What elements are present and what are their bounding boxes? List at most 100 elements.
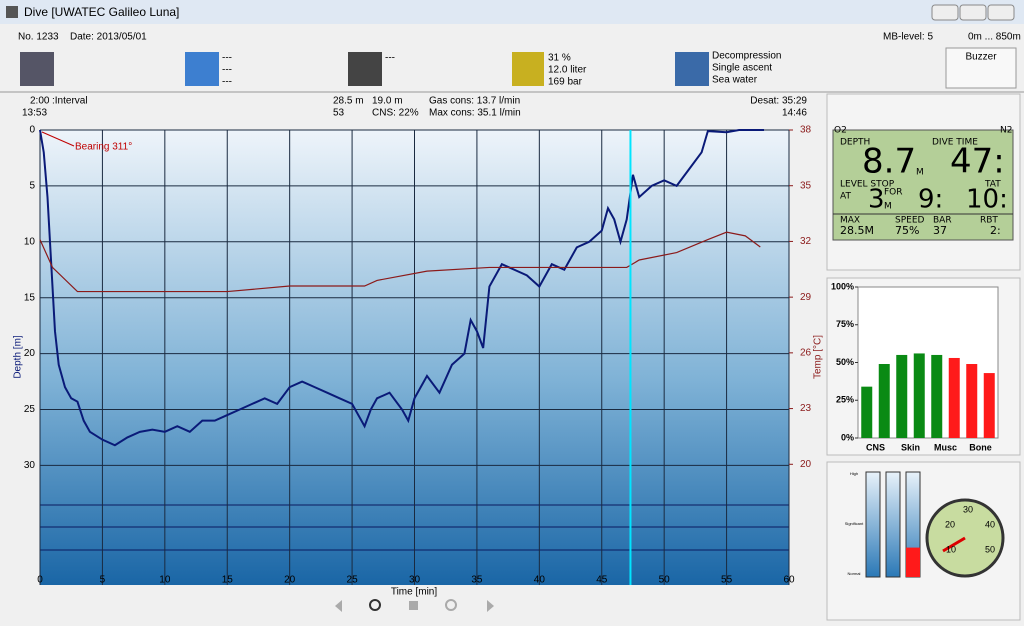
x-tick-label: 40 bbox=[534, 575, 546, 586]
series-line bbox=[39, 129, 765, 447]
x-tick-label: 35 bbox=[471, 575, 483, 586]
buddy-icon[interactable] bbox=[20, 52, 54, 86]
lcd-label: AT bbox=[840, 192, 851, 202]
lcd-label: M bbox=[884, 202, 892, 212]
dial-label: 40 bbox=[985, 519, 995, 529]
dive-type-icon[interactable] bbox=[675, 52, 709, 86]
x-tick-label: 45 bbox=[596, 575, 608, 586]
tank-line: 12.0 liter bbox=[548, 65, 587, 76]
gauge-level-label: High bbox=[850, 471, 858, 476]
max-cons: Max cons: 35.1 l/min bbox=[429, 108, 521, 119]
y-tick-label: 30 bbox=[24, 460, 36, 471]
buzzer-box[interactable] bbox=[945, 47, 1017, 89]
bar bbox=[983, 373, 995, 438]
next-button[interactable] bbox=[487, 600, 494, 612]
lcd-n2: N2 bbox=[1000, 126, 1012, 136]
dial-label: 50 bbox=[985, 544, 995, 554]
y-tick-label: 15 bbox=[24, 292, 36, 303]
lcd-label: SPEED bbox=[895, 216, 925, 226]
x-axis-label: Time [min] bbox=[391, 587, 438, 598]
x-tick-label: 20 bbox=[284, 575, 296, 586]
gauge-level-label: Normal bbox=[848, 571, 861, 576]
gauge-tube bbox=[885, 471, 901, 578]
stop-button[interactable] bbox=[409, 601, 418, 610]
y-tick-label: 0% bbox=[841, 432, 854, 442]
lcd-rbt: 2: bbox=[990, 224, 1001, 237]
camera-icon[interactable] bbox=[348, 52, 382, 86]
maximize-button[interactable] bbox=[959, 4, 987, 21]
y-tick-label: 100% bbox=[831, 281, 854, 291]
tile1-line: --- bbox=[222, 53, 232, 64]
y2-tick-label: 26 bbox=[800, 347, 812, 358]
y-tick-label: 0 bbox=[29, 125, 35, 136]
series-line bbox=[39, 231, 761, 293]
lcd-label: MAX bbox=[840, 216, 860, 226]
mb-level: MB-level: 5 bbox=[883, 32, 933, 43]
y-tick-label: 25 bbox=[24, 404, 36, 415]
lcd-label: LEVEL STOP bbox=[840, 180, 895, 190]
app-icon bbox=[6, 6, 18, 18]
lcd-label: RBT bbox=[980, 216, 998, 226]
lcd-display bbox=[832, 129, 1014, 241]
gauge-level-label: Significant bbox=[845, 521, 864, 526]
lcd-bar: 37 bbox=[933, 224, 947, 237]
tile1-line: --- bbox=[222, 77, 232, 88]
dive-date: Date: 2013/05/01 bbox=[70, 32, 147, 43]
start-time: 13:53 bbox=[22, 108, 47, 119]
x-tick-label: 15 bbox=[222, 575, 234, 586]
lcd-stop-time: 9: bbox=[918, 185, 943, 215]
x-tick-label: 55 bbox=[721, 575, 733, 586]
x-tick-label: Bone bbox=[969, 442, 992, 452]
lcd-label: DEPTH bbox=[840, 138, 870, 148]
bar bbox=[913, 353, 925, 438]
gas-cons: Gas cons: 13.7 l/min bbox=[429, 96, 520, 107]
lcd-speed: 75% bbox=[895, 224, 919, 237]
dive-type-line: Sea water bbox=[712, 75, 758, 86]
bar bbox=[931, 354, 943, 438]
buzzer-label: Buzzer bbox=[965, 52, 997, 63]
lcd-label: TAT bbox=[984, 180, 1001, 190]
x-tick-label: 5 bbox=[100, 575, 106, 586]
title-bar bbox=[0, 0, 1024, 24]
y-axis-label: Depth [m] bbox=[13, 335, 24, 379]
lcd-unit: M bbox=[916, 168, 924, 178]
bar bbox=[861, 386, 873, 438]
zoom-in-button[interactable] bbox=[369, 599, 381, 611]
interval-label: :Interval bbox=[52, 96, 88, 107]
x-tick-label: Skin bbox=[901, 442, 920, 452]
bar bbox=[948, 357, 960, 438]
prev-button[interactable] bbox=[335, 600, 342, 612]
y2-tick-label: 38 bbox=[800, 125, 812, 136]
weather-icon[interactable] bbox=[185, 52, 219, 86]
lcd-tat: 10: bbox=[966, 185, 1008, 215]
y2-tick-label: 35 bbox=[800, 180, 812, 191]
x-tick-label: 60 bbox=[783, 575, 795, 586]
y-tick-label: 5 bbox=[29, 181, 35, 192]
bar bbox=[896, 354, 908, 438]
lcd-label: BAR bbox=[933, 216, 952, 226]
close-button[interactable] bbox=[987, 4, 1015, 21]
y2-tick-label: 32 bbox=[800, 236, 812, 247]
dive-type-line: Single ascent bbox=[712, 63, 772, 74]
cns: CNS: 22% bbox=[372, 108, 419, 119]
minimize-button[interactable] bbox=[931, 4, 959, 21]
lcd-max: 28.5M bbox=[840, 224, 874, 237]
tank-line: 169 bar bbox=[548, 77, 583, 88]
dial-label: 10 bbox=[946, 544, 956, 554]
altitude: 0m ... 850m bbox=[968, 32, 1021, 43]
dial-needle bbox=[942, 536, 966, 553]
y-tick-label: 50% bbox=[836, 357, 854, 367]
x-tick-label: 25 bbox=[347, 575, 359, 586]
dial-label: 30 bbox=[963, 504, 973, 514]
y-tick-label: 20 bbox=[24, 348, 36, 359]
nav-buttons bbox=[335, 599, 494, 612]
zoom-out-button[interactable] bbox=[445, 599, 457, 611]
window-title: Dive [UWATEC Galileo Luna] bbox=[24, 5, 179, 19]
tank-icon[interactable] bbox=[512, 52, 544, 86]
annotation: Bearing 311° bbox=[75, 142, 132, 153]
dive-type-line: Decompression bbox=[712, 51, 781, 62]
lcd-depth: 8.7 bbox=[862, 142, 916, 182]
x-tick-label: 0 bbox=[37, 575, 43, 586]
y2-tick-label: 23 bbox=[800, 403, 812, 414]
